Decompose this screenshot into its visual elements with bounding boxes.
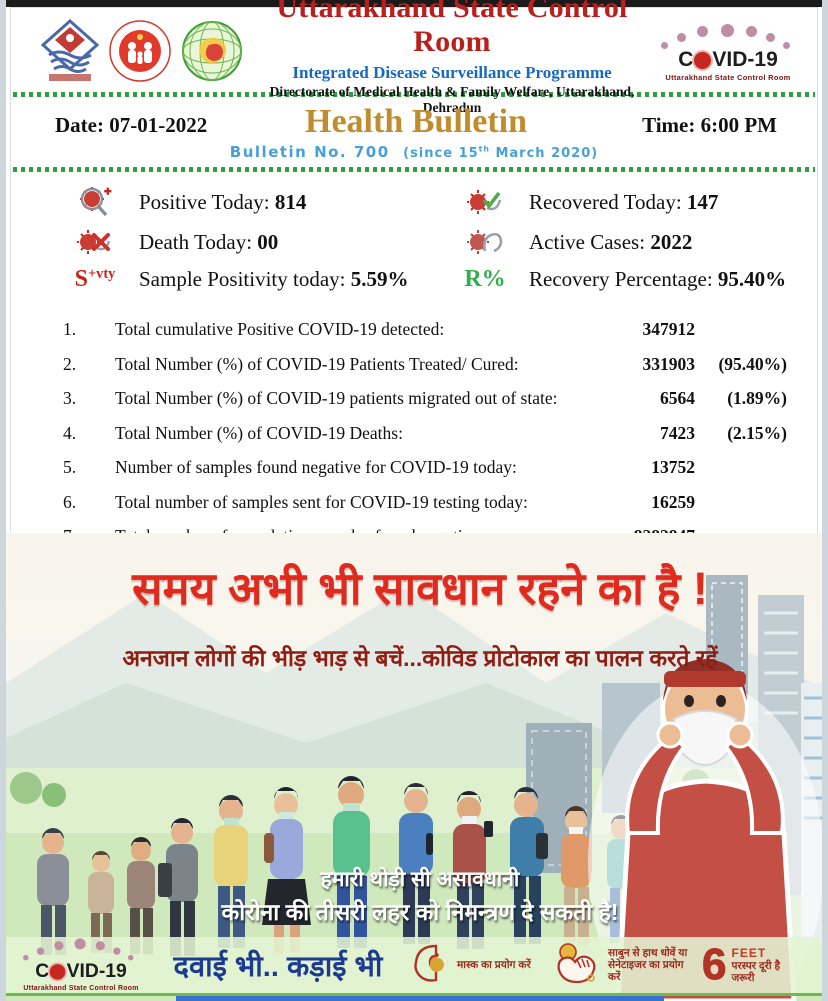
- time-label: Time: 6:00 PM: [642, 113, 777, 137]
- stat-active-cases: Active Cases: 2022: [463, 227, 807, 257]
- dotted-separator-top: [13, 92, 815, 97]
- poster-headline: समय अभी भी सावधान रहने का है !: [132, 563, 708, 614]
- mask-face-icon: [406, 940, 452, 991]
- dotted-separator-mid: [13, 167, 815, 172]
- top-black-bar: [6, 0, 822, 7]
- tip-text: मास्क का प्रयोग करें: [457, 958, 531, 971]
- covid19-wordmark: C VID-19: [35, 960, 127, 982]
- national-health-mission-logo-icon: [109, 19, 171, 88]
- stat-sample-positivity: S +vty Sample Positivity today: 5.59%: [73, 266, 463, 293]
- poster-bottom-strip: C VID-19 Uttarakhand State Control Room द…: [6, 937, 822, 993]
- slogan-text: दवाई भी.. कड़ाई भी: [173, 950, 383, 983]
- org-title: Uttarakhand State Control Room: [276, 0, 628, 59]
- recovered-virus-check-icon: [463, 186, 507, 218]
- stat-recovered-today: Recovered Today: 147: [463, 186, 807, 218]
- sample-positivity-icon: S +vty: [74, 266, 116, 292]
- date-label: Date: 07-01-2022: [55, 113, 208, 137]
- active-cases-virus-icon: [463, 227, 507, 257]
- recovery-percent-icon: R%: [464, 266, 506, 292]
- virus-ball-icon: [694, 51, 712, 69]
- stat-text: Death Today: 00: [139, 229, 279, 254]
- stat-text: Sample Positivity today: 5.59%: [139, 267, 409, 291]
- stat-text: Recovered Today: 147: [529, 189, 719, 214]
- idsp-globe-logo-icon: [181, 19, 243, 88]
- poster-blue-bottom-bar: [176, 996, 664, 1001]
- awareness-poster: समय अभी भी सावधान रहने का है ! अनजान लोग…: [6, 533, 822, 1001]
- summary-row: 6. Total number of samples sent for COVI…: [63, 491, 695, 512]
- stat-text: Active Cases: 2022: [529, 229, 693, 254]
- covid-logo-dots-icon: [18, 938, 145, 961]
- covid-logo-caption: Uttarakhand State Control Room: [665, 73, 791, 82]
- summary-row: 5. Number of samples found negative for …: [63, 457, 695, 477]
- summary-row: 3. Total Number (%) of COVID-19 patients…: [63, 388, 787, 408]
- stat-recovery-percentage: R% Recovery Percentage: 95.40%: [463, 266, 807, 293]
- tip-text: साबुन से हाथ धोवें या सेनेटाइजर का प्रयो…: [608, 946, 688, 984]
- stat-positive-today: Positive Today: 814: [73, 186, 463, 218]
- uttarakhand-emblem-icon: [40, 18, 100, 88]
- date-title-row: Date: 07-01-2022 Health Bulletin Time: 6…: [11, 97, 817, 141]
- directorate-subtitle: Directorate of Medical Health & Family W…: [269, 84, 635, 115]
- bulletin-number-line: Bulletin No. 700 (since 15th March 2020): [229, 143, 599, 161]
- tip-handwash: साबुन से हाथ धोवें या सेनेटाइजर का प्रयो…: [551, 940, 694, 991]
- handwash-icon: [551, 940, 603, 991]
- covid-logo-dots-icon: [653, 24, 803, 49]
- virus-ball-icon: [50, 963, 66, 980]
- death-virus-cross-icon: [73, 227, 117, 257]
- six-feet-text: FEET परस्पर दूरी है जरूरी: [731, 945, 781, 984]
- cumulative-summary-list: 1. Total cumulative Positive COVID-19 de…: [11, 299, 817, 547]
- header-titles: Uttarakhand State Control Room Integrate…: [251, 0, 653, 115]
- covid-logo-caption: Uttarakhand State Control Room: [23, 983, 139, 992]
- stat-death-today: Death Today: 00: [73, 227, 463, 257]
- programme-subtitle: Integrated Disease Surveillance Programm…: [292, 62, 612, 82]
- tip-mask: मास्क का प्रयोग करें: [406, 940, 543, 991]
- covid19-control-room-logo: C VID-19 Uttarakhand State Control Room: [653, 24, 803, 82]
- covid19-wordmark: C VID-19: [678, 48, 778, 71]
- summary-row: 4. Total Number (%) of COVID-19 Deaths: …: [63, 422, 787, 443]
- tip-distance: 6 FEET परस्पर दूरी है जरूरी: [701, 940, 793, 990]
- summary-row: 2. Total Number (%) of COVID-19 Patients…: [63, 353, 787, 374]
- poster-caution-text: हमारी थोड़ी सी असावधानी कोरोना की तीसरी …: [221, 868, 619, 925]
- poster-subheadline: अनजान लोगों की भीड़ भाड़ से बचें...कोविड…: [122, 645, 718, 671]
- positive-virus-magnifier-icon: [73, 186, 117, 218]
- stat-text: Recovery Percentage: 95.40%: [529, 267, 787, 291]
- logo-group: [40, 18, 251, 88]
- today-stats-grid: Positive Today: 814 Recovered Today: 147: [11, 172, 817, 299]
- health-bulletin-title: Health Bulletin: [305, 103, 527, 140]
- summary-row: 1. Total cumulative Positive COVID-19 de…: [63, 319, 695, 339]
- covid19-logo-footer: C VID-19 Uttarakhand State Control Room: [18, 938, 145, 992]
- six-feet-distance-icon: 6: [701, 940, 727, 990]
- header: Uttarakhand State Control Room Integrate…: [11, 0, 817, 115]
- stat-text: Positive Today: 814: [139, 189, 307, 214]
- poster-green-line: [6, 993, 822, 996]
